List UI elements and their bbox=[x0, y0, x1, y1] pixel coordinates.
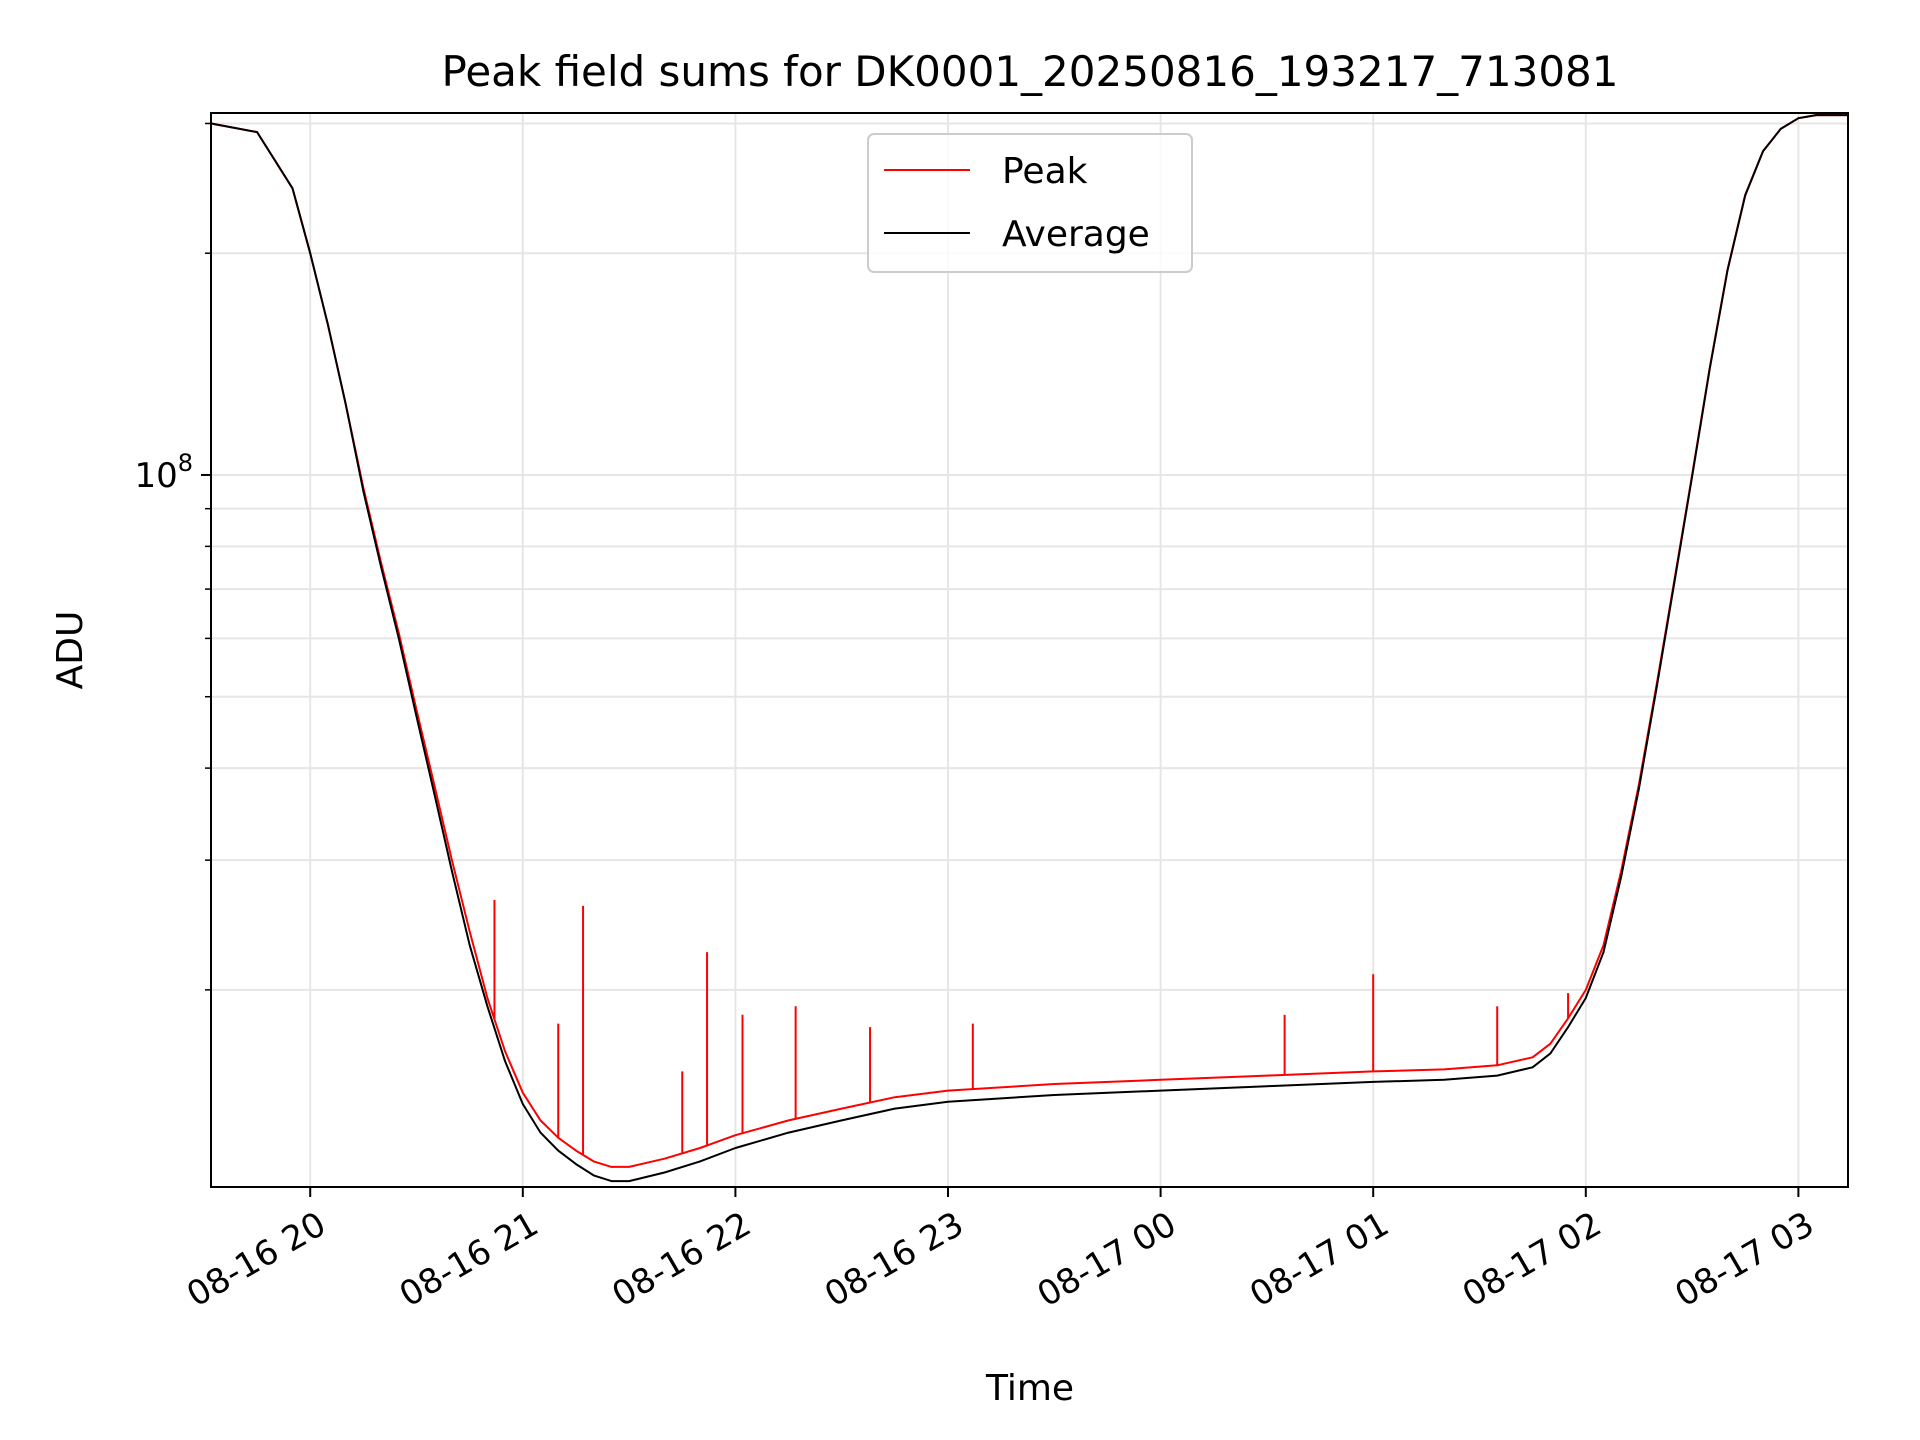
data-point-average bbox=[1779, 128, 1782, 130]
data-point-average bbox=[362, 490, 365, 493]
data-point-average bbox=[894, 1107, 896, 1110]
data-point-average bbox=[1496, 1074, 1499, 1077]
data-point-average bbox=[504, 1060, 506, 1063]
data-point-peak bbox=[522, 1091, 524, 1094]
data-point-average bbox=[1266, 1085, 1268, 1087]
data-point-average bbox=[947, 1100, 949, 1103]
data-point-average bbox=[256, 131, 258, 133]
data-point-average bbox=[787, 1131, 790, 1134]
data-point-average bbox=[592, 1174, 595, 1177]
data-point-peak bbox=[610, 1166, 613, 1168]
data-point-average bbox=[380, 566, 382, 568]
data-point-average bbox=[1797, 117, 1800, 120]
legend-box bbox=[867, 133, 1193, 273]
data-point-average bbox=[1159, 1089, 1162, 1092]
data-point-peak bbox=[1159, 1078, 1162, 1081]
data-point-peak bbox=[947, 1089, 949, 1092]
data-point-peak bbox=[1443, 1068, 1445, 1071]
data-point-average bbox=[1638, 787, 1640, 790]
plot-frame bbox=[210, 112, 1849, 1188]
data-point-peak bbox=[734, 1134, 737, 1136]
data-point-peak bbox=[486, 997, 489, 999]
data-point-peak bbox=[575, 1149, 577, 1152]
data-point-average bbox=[1744, 194, 1747, 197]
data-point-peak bbox=[1549, 1042, 1552, 1045]
data-point-average bbox=[1549, 1052, 1552, 1055]
data-point-peak bbox=[1602, 944, 1605, 946]
data-point-peak bbox=[592, 1160, 595, 1163]
data-point-average bbox=[309, 252, 312, 255]
data-point-peak bbox=[539, 1119, 542, 1122]
legend: Peak Average bbox=[867, 133, 1193, 273]
x-axis-label: Time bbox=[985, 1368, 1074, 1409]
data-point-average bbox=[1762, 150, 1764, 153]
data-point-average bbox=[663, 1171, 666, 1174]
data-point-average bbox=[468, 944, 471, 946]
data-point-average bbox=[1584, 997, 1587, 999]
data-point-average bbox=[1726, 269, 1729, 272]
data-point-average bbox=[433, 792, 436, 794]
data-point-average bbox=[1655, 686, 1658, 689]
data-point-average bbox=[1602, 951, 1605, 953]
data-point-average bbox=[291, 187, 294, 190]
data-point-average bbox=[628, 1180, 630, 1182]
data-point-peak bbox=[433, 783, 436, 786]
data-point-average bbox=[397, 637, 400, 640]
data-point-peak bbox=[787, 1119, 790, 1122]
data-point-average bbox=[1053, 1094, 1056, 1096]
data-point-peak bbox=[1584, 989, 1587, 991]
data-point-average bbox=[415, 715, 418, 718]
data-point-peak bbox=[451, 859, 453, 861]
data-point-average bbox=[734, 1147, 737, 1149]
data-point-average bbox=[557, 1149, 560, 1152]
data-point-average bbox=[575, 1163, 577, 1165]
data-point-average bbox=[327, 323, 329, 326]
data-point-average bbox=[1620, 875, 1623, 878]
data-point-peak bbox=[628, 1166, 630, 1168]
data-point-average bbox=[1709, 367, 1711, 370]
y-axis-label: ADU bbox=[50, 611, 91, 690]
data-point-peak bbox=[468, 930, 471, 933]
data-point-average bbox=[451, 870, 453, 872]
data-point-peak bbox=[415, 708, 418, 711]
data-point-average bbox=[344, 402, 347, 405]
data-point-peak bbox=[663, 1157, 666, 1160]
data-point-peak bbox=[1053, 1083, 1056, 1085]
data-point-average bbox=[1531, 1066, 1534, 1069]
data-point-average bbox=[486, 1005, 489, 1008]
data-point-peak bbox=[699, 1147, 701, 1149]
data-point-peak bbox=[1266, 1074, 1268, 1077]
data-point-average bbox=[1567, 1026, 1569, 1028]
data-point-average bbox=[1815, 114, 1817, 116]
data-point-average bbox=[522, 1103, 524, 1105]
data-point-average bbox=[1673, 581, 1676, 584]
data-point-average bbox=[840, 1119, 843, 1122]
legend-label-peak: Peak bbox=[1002, 151, 1088, 192]
chart-title: Peak field sums for DK0001_20250816_1932… bbox=[441, 47, 1618, 96]
series-lines bbox=[210, 114, 1849, 1183]
data-point-peak bbox=[840, 1107, 843, 1110]
data-point-average bbox=[1372, 1081, 1374, 1083]
data-point-average bbox=[539, 1131, 542, 1134]
data-point-average bbox=[1443, 1078, 1445, 1081]
data-point-average bbox=[699, 1160, 701, 1163]
y-tick-label: 108 bbox=[134, 449, 193, 496]
data-point-average bbox=[1691, 475, 1693, 478]
data-point-average bbox=[610, 1180, 613, 1182]
grid bbox=[211, 113, 1848, 1187]
data-point-peak bbox=[894, 1096, 896, 1098]
legend-label-average: Average bbox=[1002, 214, 1150, 255]
data-point-peak bbox=[1531, 1056, 1534, 1059]
data-point-peak bbox=[504, 1050, 506, 1053]
